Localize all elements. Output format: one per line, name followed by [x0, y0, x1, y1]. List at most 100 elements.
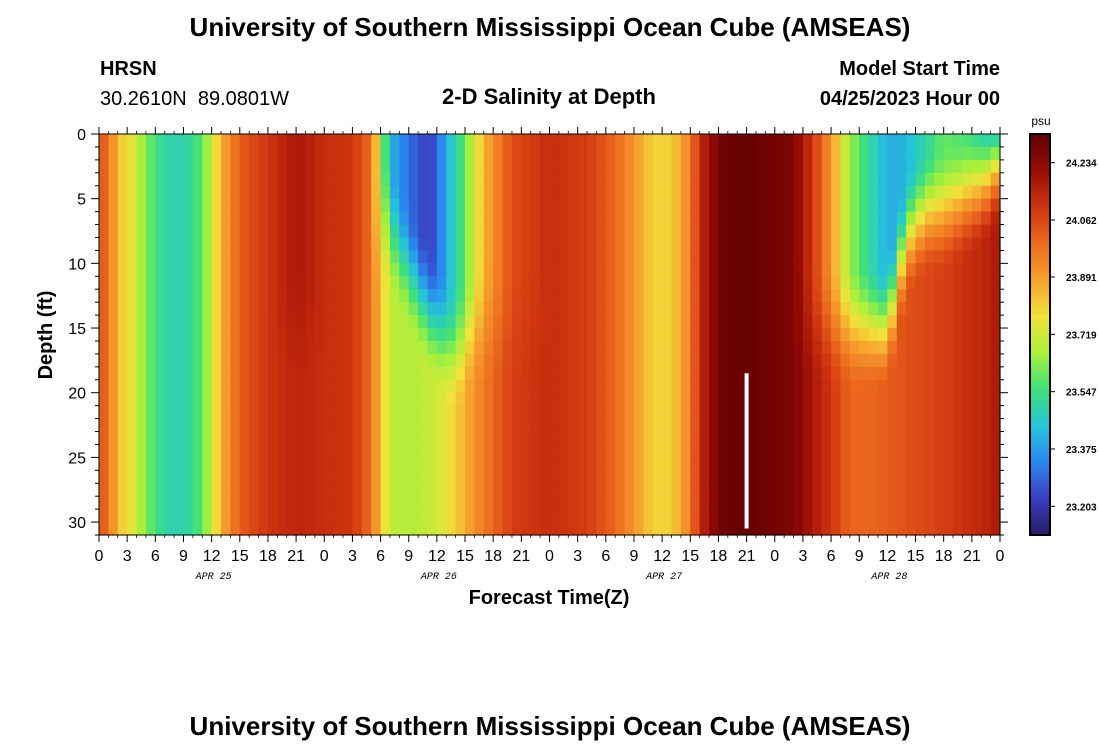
- heatmap-cell: [267, 444, 278, 458]
- heatmap-cell: [145, 444, 156, 458]
- heatmap-cell: [680, 470, 691, 484]
- heatmap-cell: [296, 315, 307, 329]
- heatmap-cell: [277, 224, 288, 239]
- heatmap-cell: [474, 237, 485, 252]
- heatmap-cell: [981, 172, 992, 187]
- heatmap-cell: [709, 392, 720, 407]
- heatmap-cell: [371, 315, 382, 329]
- heatmap-cell: [652, 263, 663, 277]
- heatmap-cell: [493, 483, 504, 497]
- heatmap-cell: [831, 263, 842, 277]
- heatmap-cell: [690, 276, 701, 290]
- heatmap-cell: [483, 328, 494, 342]
- heatmap-cell: [953, 134, 964, 148]
- heatmap-cell: [221, 224, 231, 239]
- heatmap-cell: [530, 444, 541, 458]
- heatmap-cell: [906, 431, 917, 446]
- heatmap-cell: [596, 276, 607, 290]
- heatmap-cell: [840, 237, 851, 252]
- heatmap-cell: [709, 146, 720, 161]
- heatmap-cell: [587, 250, 598, 264]
- x-tick-label: 9: [855, 548, 864, 565]
- heatmap-cell: [924, 237, 935, 252]
- heatmap-cell: [596, 211, 607, 226]
- heatmap-cell: [436, 366, 447, 381]
- x-tick-label: 12: [878, 548, 896, 565]
- heatmap-cell: [558, 470, 569, 484]
- heatmap-cell: [709, 328, 720, 342]
- heatmap-cell: [558, 211, 569, 226]
- heatmap-cell: [174, 392, 185, 407]
- heatmap-cell: [108, 198, 119, 213]
- heatmap-cell: [868, 353, 879, 368]
- heatmap-cell: [314, 185, 325, 200]
- heatmap-cell: [502, 405, 513, 420]
- heatmap-cell: [183, 405, 194, 420]
- heatmap-cell: [136, 328, 147, 342]
- heatmap-cell: [399, 405, 410, 420]
- heatmap-cell: [615, 366, 626, 381]
- heatmap-cell: [511, 211, 522, 226]
- heatmap-cell: [990, 366, 1001, 381]
- heatmap-cell: [511, 159, 522, 174]
- heatmap-cell: [249, 237, 260, 252]
- heatmap-cell: [408, 185, 419, 200]
- heatmap-cell: [296, 172, 307, 187]
- heatmap-cell: [755, 146, 766, 161]
- heatmap-cell: [587, 302, 598, 316]
- heatmap-cell: [690, 211, 701, 226]
- heatmap-cell: [652, 302, 663, 316]
- heatmap-cell: [530, 392, 541, 407]
- heatmap-cell: [249, 328, 260, 342]
- heatmap-cell: [568, 418, 579, 433]
- heatmap-cell: [840, 353, 851, 368]
- heatmap-cell: [877, 418, 888, 433]
- heatmap-cell: [493, 250, 504, 264]
- heatmap-cell: [680, 483, 691, 497]
- heatmap-cell: [971, 185, 982, 200]
- heatmap-cell: [680, 263, 691, 277]
- heatmap-cell: [680, 418, 691, 433]
- heatmap-cell: [802, 289, 813, 303]
- heatmap-cell: [145, 237, 156, 252]
- heatmap-cell: [906, 483, 917, 497]
- heatmap-cell: [971, 237, 982, 252]
- heatmap-cell: [671, 444, 682, 458]
- heatmap-cell: [324, 237, 335, 252]
- heatmap-cell: [211, 159, 222, 174]
- heatmap-cell: [605, 405, 616, 420]
- heatmap-cell: [465, 328, 476, 342]
- heatmap-cell: [755, 418, 766, 433]
- heatmap-cell: [174, 198, 185, 213]
- heatmap-cell: [108, 457, 119, 471]
- heatmap-cell: [633, 250, 644, 264]
- heatmap-cell: [615, 353, 626, 368]
- heatmap-cell: [596, 185, 607, 200]
- heatmap-cell: [380, 185, 391, 200]
- heatmap-cell: [277, 470, 288, 484]
- heatmap-cell: [540, 509, 551, 523]
- heatmap-cell: [924, 134, 935, 148]
- heatmap-cell: [615, 224, 626, 239]
- heatmap-cell: [577, 366, 588, 381]
- heatmap-cell: [934, 315, 945, 329]
- x-tick-label: 3: [348, 548, 357, 565]
- heatmap-cell: [587, 470, 598, 484]
- heatmap-cell: [436, 392, 447, 407]
- heatmap-cell: [605, 276, 616, 290]
- heatmap-cell: [408, 444, 419, 458]
- heatmap-cell: [624, 211, 635, 226]
- heatmap-cell: [174, 431, 185, 446]
- heatmap-cell: [915, 483, 926, 497]
- heatmap-cell: [174, 328, 185, 342]
- heatmap-cell: [680, 198, 691, 213]
- heatmap-cell: [906, 250, 917, 264]
- heatmap-cell: [436, 172, 447, 187]
- heatmap-cell: [680, 250, 691, 264]
- heatmap-cell: [446, 431, 457, 446]
- heatmap-cell: [896, 198, 907, 213]
- heatmap-cell: [380, 522, 391, 536]
- colorbar-tick-label: 23.719: [1066, 330, 1097, 341]
- heatmap-cell: [164, 263, 175, 277]
- heatmap-cell: [371, 172, 382, 187]
